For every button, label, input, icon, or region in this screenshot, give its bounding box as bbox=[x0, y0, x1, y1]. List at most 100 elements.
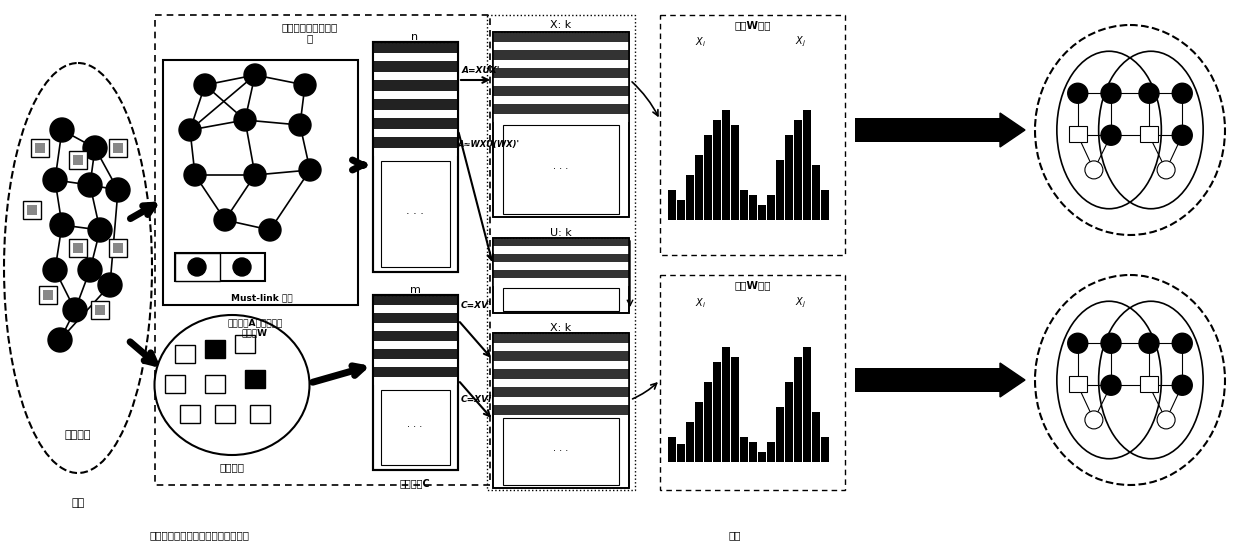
Bar bbox=[373, 110, 458, 118]
Bar bbox=[109, 139, 126, 157]
Circle shape bbox=[1085, 411, 1102, 429]
Circle shape bbox=[1068, 83, 1087, 103]
Circle shape bbox=[1140, 333, 1159, 353]
Bar bbox=[155, 15, 490, 485]
Bar bbox=[381, 161, 450, 267]
Text: $X_i$: $X_i$ bbox=[694, 296, 706, 310]
Circle shape bbox=[1172, 333, 1192, 353]
Bar bbox=[694, 402, 703, 462]
Bar bbox=[180, 405, 200, 423]
Bar bbox=[236, 335, 255, 353]
Polygon shape bbox=[999, 363, 1025, 397]
Bar bbox=[821, 437, 830, 462]
Text: · · ·: · · · bbox=[553, 165, 569, 175]
Circle shape bbox=[1172, 83, 1192, 103]
Bar bbox=[494, 104, 629, 114]
Bar bbox=[494, 379, 629, 387]
Bar bbox=[1140, 126, 1158, 142]
Text: C=XVi: C=XVi bbox=[461, 395, 492, 404]
Text: 邻接矩阵A与节点流行
度矩阵W: 邻接矩阵A与节点流行 度矩阵W bbox=[227, 318, 283, 338]
Bar bbox=[660, 15, 844, 255]
Bar bbox=[27, 205, 37, 215]
Bar bbox=[373, 80, 458, 91]
Bar bbox=[503, 125, 619, 214]
Circle shape bbox=[1101, 376, 1121, 395]
Bar bbox=[373, 148, 458, 156]
Bar bbox=[494, 238, 629, 313]
Bar bbox=[494, 246, 629, 254]
Bar bbox=[677, 444, 684, 462]
Bar bbox=[95, 305, 105, 315]
Circle shape bbox=[78, 258, 102, 282]
Bar bbox=[494, 351, 629, 361]
Circle shape bbox=[188, 258, 206, 276]
Bar bbox=[494, 238, 629, 246]
Bar bbox=[109, 239, 126, 257]
Bar bbox=[373, 42, 458, 272]
Bar bbox=[165, 375, 185, 393]
Circle shape bbox=[1085, 161, 1102, 179]
Bar bbox=[494, 270, 629, 278]
Bar bbox=[494, 238, 629, 313]
Bar bbox=[24, 201, 41, 219]
Bar bbox=[373, 295, 458, 470]
Bar bbox=[373, 367, 458, 377]
Bar bbox=[73, 155, 83, 165]
Bar bbox=[494, 405, 629, 415]
Bar bbox=[668, 437, 676, 462]
Bar bbox=[749, 195, 756, 220]
Circle shape bbox=[1172, 125, 1192, 145]
Bar bbox=[373, 137, 458, 148]
Bar bbox=[494, 114, 629, 122]
Bar bbox=[35, 143, 45, 153]
Bar bbox=[373, 91, 458, 99]
Bar bbox=[785, 135, 794, 220]
Ellipse shape bbox=[155, 315, 310, 455]
Text: · · ·: · · · bbox=[405, 209, 424, 219]
Bar bbox=[794, 120, 802, 220]
Bar bbox=[776, 407, 784, 462]
Bar bbox=[91, 301, 109, 319]
Text: 链接信息与节点流行
度: 链接信息与节点流行 度 bbox=[281, 22, 339, 43]
Bar bbox=[776, 160, 784, 220]
Text: Must-link 约束: Must-link 约束 bbox=[231, 293, 293, 302]
Bar bbox=[804, 110, 811, 220]
Circle shape bbox=[43, 258, 67, 282]
Bar bbox=[713, 120, 720, 220]
Bar bbox=[812, 412, 820, 462]
Bar bbox=[373, 295, 458, 470]
Circle shape bbox=[1101, 125, 1121, 145]
Bar bbox=[804, 347, 811, 462]
Bar bbox=[794, 357, 802, 462]
Bar bbox=[487, 15, 635, 490]
Bar bbox=[856, 118, 999, 142]
Text: A≈WXU(WX)': A≈WXU(WX)' bbox=[458, 140, 520, 149]
Circle shape bbox=[1157, 161, 1176, 179]
Bar bbox=[494, 50, 629, 60]
Bar bbox=[113, 243, 123, 253]
Bar bbox=[494, 32, 629, 217]
Bar bbox=[113, 143, 123, 153]
Bar bbox=[494, 60, 629, 68]
Bar bbox=[694, 155, 703, 220]
Text: 未用W调节: 未用W调节 bbox=[734, 20, 771, 30]
Bar bbox=[722, 347, 730, 462]
Bar bbox=[175, 253, 219, 281]
Bar bbox=[381, 390, 450, 465]
Circle shape bbox=[259, 219, 281, 241]
Circle shape bbox=[294, 74, 316, 96]
Bar bbox=[494, 343, 629, 351]
Bar bbox=[494, 42, 629, 50]
Circle shape bbox=[179, 119, 201, 141]
Bar bbox=[758, 205, 766, 220]
Bar bbox=[785, 382, 794, 462]
Bar bbox=[373, 295, 458, 305]
Bar bbox=[494, 86, 629, 96]
Text: m: m bbox=[409, 285, 420, 295]
Circle shape bbox=[43, 168, 67, 192]
Circle shape bbox=[98, 273, 122, 297]
Bar bbox=[812, 165, 820, 220]
Bar bbox=[38, 286, 57, 304]
Bar bbox=[686, 422, 694, 462]
Bar bbox=[31, 139, 50, 157]
